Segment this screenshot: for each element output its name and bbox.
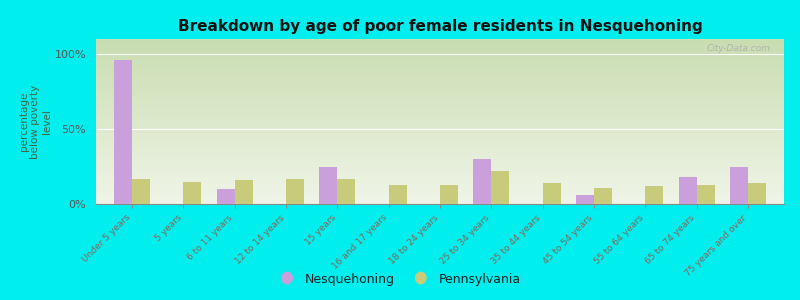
Bar	[132, 178, 150, 204]
Bar	[319, 167, 338, 204]
Title: Breakdown by age of poor female residents in Nesquehoning: Breakdown by age of poor female resident…	[178, 19, 702, 34]
Bar	[697, 184, 714, 204]
Y-axis label: percentage
below poverty
level: percentage below poverty level	[18, 84, 52, 159]
Bar	[217, 189, 234, 204]
Bar	[748, 183, 766, 204]
Bar	[389, 184, 406, 204]
Bar	[338, 178, 355, 204]
Text: City-Data.com: City-Data.com	[706, 44, 770, 53]
Bar	[491, 171, 510, 204]
Bar	[678, 177, 697, 204]
Bar	[234, 180, 253, 204]
Bar	[183, 182, 202, 204]
Legend: Nesquehoning, Pennsylvania: Nesquehoning, Pennsylvania	[274, 268, 526, 291]
Bar	[576, 195, 594, 204]
Bar	[440, 184, 458, 204]
Bar	[474, 159, 491, 204]
Bar	[646, 186, 663, 204]
Bar	[594, 188, 612, 204]
Bar	[286, 178, 304, 204]
Bar	[114, 60, 132, 204]
Bar	[542, 183, 561, 204]
Bar	[730, 167, 748, 204]
